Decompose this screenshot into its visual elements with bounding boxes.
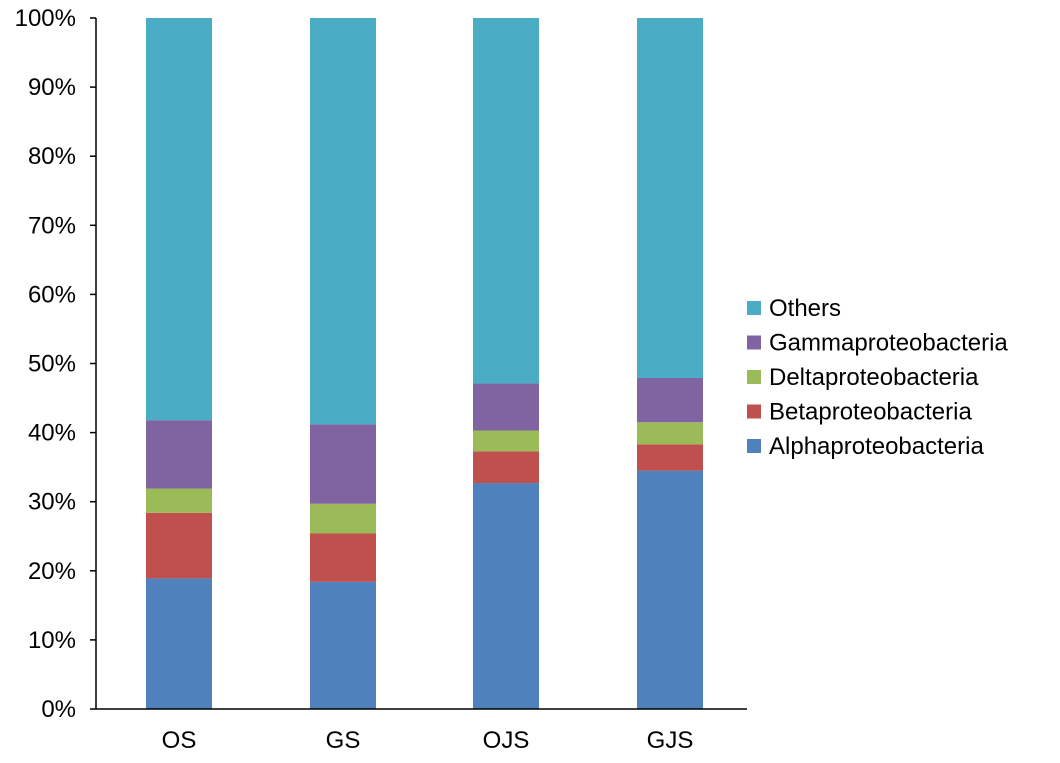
y-tick-label: 10%	[28, 627, 76, 654]
legend-label-others: Others	[769, 295, 841, 322]
bar-segment-ojs-betaproteobacteria	[473, 451, 539, 484]
bar-segment-ojs-deltaproteobacteria	[473, 430, 539, 452]
bar-segment-gs-alphaproteobacteria	[310, 581, 376, 709]
bar-segment-gs-others	[310, 18, 376, 425]
legend-label-gammaproteobacteria: Gammaproteobacteria	[769, 330, 1008, 357]
bar-segment-ojs-alphaproteobacteria	[473, 483, 539, 709]
x-tick-label: OS	[162, 727, 197, 754]
bar-segment-gjs-gammaproteobacteria	[637, 378, 703, 423]
bar-segment-gs-deltaproteobacteria	[310, 503, 376, 534]
legend-swatch-deltaproteobacteria	[747, 370, 761, 384]
legend-label-deltaproteobacteria: Deltaproteobacteria	[769, 364, 979, 391]
bar-segment-os-deltaproteobacteria	[146, 488, 212, 513]
bar-segment-gs-gammaproteobacteria	[310, 424, 376, 504]
legend-swatch-betaproteobacteria	[747, 404, 761, 419]
bar-segment-gjs-alphaproteobacteria	[637, 470, 703, 709]
plot-area	[146, 18, 703, 709]
x-tick-label: GS	[326, 727, 361, 754]
y-tick-label: 40%	[28, 420, 76, 447]
y-tick-label: 80%	[28, 143, 76, 170]
y-tick-label: 70%	[28, 212, 76, 239]
bar-segment-gjs-betaproteobacteria	[637, 444, 703, 471]
legend: Others Gammaproteobacteria Deltaproteobact…	[747, 295, 1008, 460]
legend-swatch-others	[747, 301, 761, 315]
legend-label-betaproteobacteria: Betaproteobacteria	[769, 399, 972, 426]
y-axis: 0% 10% 20% 30% 40% 50% 60% 70% 80% 90% 100%	[15, 5, 97, 723]
bar-segment-os-betaproteobacteria	[146, 512, 212, 579]
bar-segment-os-alphaproteobacteria	[146, 578, 212, 709]
bar-segment-ojs-others	[473, 18, 539, 384]
x-tick-label: GJS	[647, 727, 694, 754]
y-tick-label: 0%	[41, 696, 76, 723]
bar-segment-gjs-others	[637, 18, 703, 379]
legend-label-alphaproteobacteria: Alphaproteobacteria	[769, 433, 984, 460]
bar-segment-os-others	[146, 18, 212, 421]
x-axis: OS GS OJS GJS	[96, 708, 747, 754]
bar-segment-ojs-gammaproteobacteria	[473, 383, 539, 431]
y-tick-label: 60%	[28, 281, 76, 308]
y-tick-label: 100%	[15, 5, 76, 32]
legend-swatch-gammaproteobacteria	[747, 335, 761, 350]
bar-segment-os-gammaproteobacteria	[146, 420, 212, 489]
y-tick-label: 20%	[28, 558, 76, 585]
x-tick-label: OJS	[483, 727, 530, 754]
y-tick-label: 90%	[28, 74, 76, 101]
y-tick-label: 50%	[28, 351, 76, 378]
legend-swatch-alphaproteobacteria	[747, 439, 761, 453]
bar-segment-gjs-deltaproteobacteria	[637, 422, 703, 445]
bar-segment-gs-betaproteobacteria	[310, 533, 376, 582]
y-tick-label: 30%	[28, 489, 76, 516]
